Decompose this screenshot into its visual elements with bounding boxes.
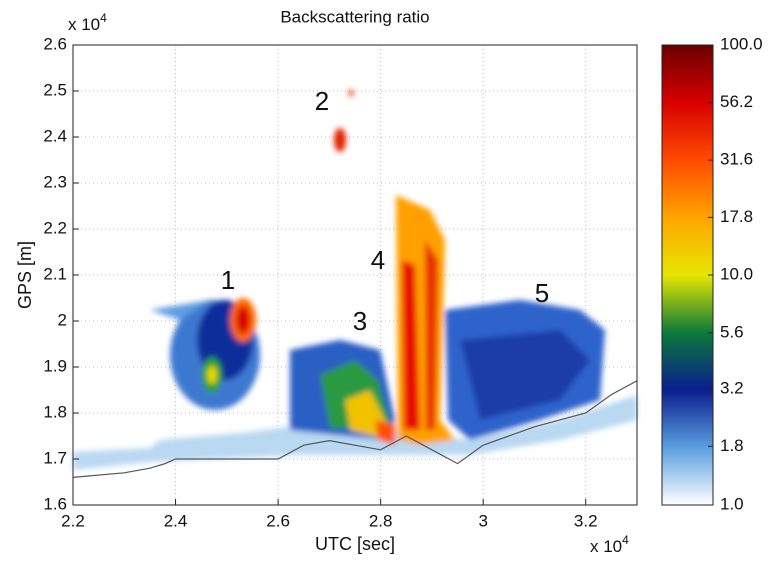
aerosol-region [150, 300, 210, 320]
chart-title: Backscattering ratio [280, 7, 429, 26]
aerosol-region [236, 306, 250, 334]
x-tick-label: 2.6 [266, 511, 290, 530]
colorbar-tick-label: 10.0 [720, 264, 753, 283]
aerosol-region [207, 366, 217, 384]
aerosol-region [348, 90, 354, 96]
y-tick-label: 2 [58, 310, 67, 329]
axes-frame [72, 44, 638, 506]
aerosol-region [425, 240, 438, 430]
aerosol-region [334, 128, 346, 152]
aerosol-region [402, 260, 420, 430]
colorbar-tick-label: 1.0 [720, 494, 744, 513]
y-tick-label: 2.1 [43, 264, 67, 283]
y-tick-label: 2.2 [43, 218, 67, 237]
multiplier-power: 4 [622, 533, 629, 547]
x-tick-label: 2.8 [369, 511, 393, 530]
y-tick-label: 1.6 [43, 494, 67, 513]
colorbar-tick-label: 17.8 [720, 207, 753, 226]
colorbar-tick-label: 100.0 [720, 34, 763, 53]
colorbar-tick-label: 3.2 [720, 378, 744, 397]
multiplier-base: x 10 [68, 15, 100, 34]
colorbar [661, 44, 714, 506]
colorbar-tick-label: 5.6 [720, 322, 744, 341]
haze-region [73, 395, 637, 470]
y-tick-label: 2.3 [43, 172, 67, 191]
region-label: 1 [221, 265, 235, 295]
multiplier-base: x 10 [590, 537, 622, 556]
region-label: 2 [315, 86, 329, 116]
y-tick-label: 1.8 [43, 402, 67, 421]
y-multiplier: x 104 [68, 11, 107, 34]
y-tick-label: 2.6 [43, 34, 67, 53]
x-tick-label: 3.2 [574, 511, 598, 530]
y-tick-label: 2.5 [43, 80, 67, 99]
colorbar-tick-label: 31.6 [720, 150, 753, 169]
colorbar-tick-label: 1.8 [720, 436, 744, 455]
y-axis-label: GPS [m] [15, 241, 35, 309]
backscatter-field [73, 90, 637, 470]
region-label: 3 [353, 306, 367, 336]
region-label: 4 [371, 245, 385, 275]
x-tick-label: 3 [478, 511, 487, 530]
region-label: 5 [535, 278, 549, 308]
ground-line [72, 380, 638, 478]
x-tick-label: 2.4 [164, 511, 188, 530]
plot-overlay: 2.2 2.4 2.6 2.8 3 3.2 1.6 1.7 1.8 1.9 2 2.1 2.2 2.3 2.… [43, 34, 638, 530]
x-tick-label: 2.2 [61, 511, 85, 530]
y-tick-label: 1.9 [43, 356, 67, 375]
x-multiplier: x 104 [590, 533, 629, 556]
colorbar-tick-label: 56.2 [720, 92, 753, 111]
multiplier-power: 4 [100, 11, 107, 25]
x-axis-label: UTC [sec] [315, 534, 395, 554]
aerosol-region [460, 330, 590, 420]
y-tick-label: 1.7 [43, 448, 67, 467]
aerosol-region [375, 420, 395, 445]
y-tick-label: 2.4 [43, 126, 67, 145]
